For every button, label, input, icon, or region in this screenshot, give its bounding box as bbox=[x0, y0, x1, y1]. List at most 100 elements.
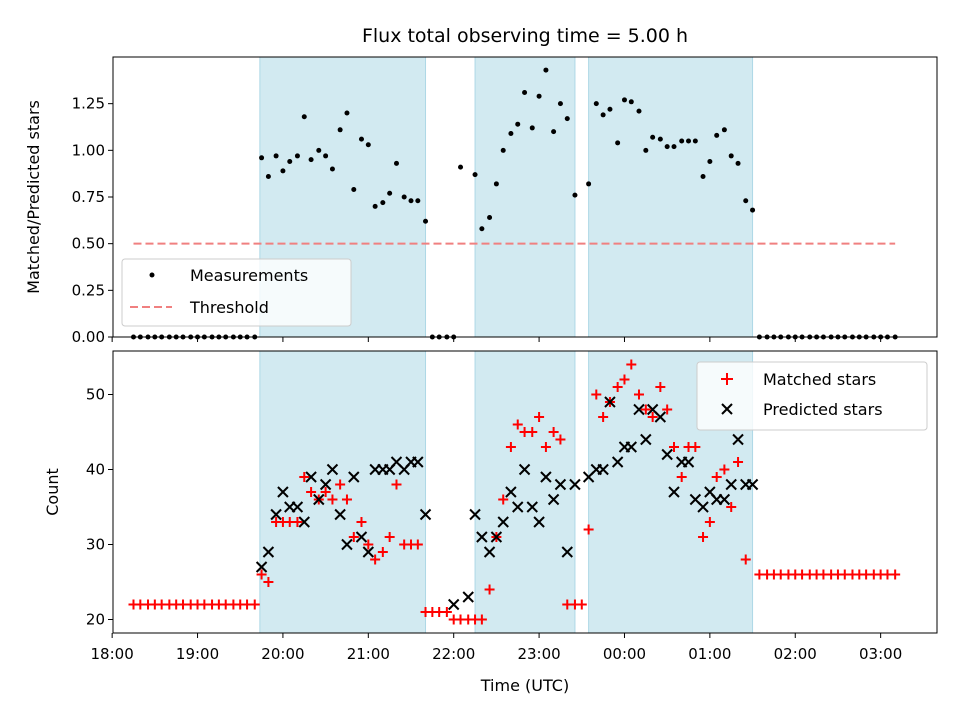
matched-star-point bbox=[711, 472, 722, 482]
matched-star-point bbox=[540, 442, 551, 452]
measurement-point bbox=[564, 116, 570, 122]
measurement-point bbox=[316, 147, 322, 153]
x-tick-label: 03:00 bbox=[859, 645, 902, 663]
bottom-y-axis-label: Count bbox=[43, 468, 62, 516]
matched-star-point bbox=[662, 404, 673, 415]
predicted-star-point bbox=[298, 516, 310, 528]
matched-star-point bbox=[249, 599, 260, 610]
matched-star-point bbox=[441, 607, 452, 617]
predicted-star-point bbox=[697, 501, 709, 513]
matched-star-point bbox=[633, 389, 644, 400]
measurement-point bbox=[487, 215, 493, 221]
measurement-point bbox=[479, 226, 485, 232]
predicted-star-point bbox=[319, 478, 332, 491]
predicted-star-point bbox=[348, 471, 360, 483]
matched-star-point bbox=[391, 479, 402, 490]
measurement-point bbox=[543, 67, 549, 73]
matched-star-point bbox=[498, 494, 509, 505]
matched-star-point bbox=[698, 532, 709, 542]
measurement-point bbox=[714, 132, 720, 138]
y-tick-label: 0.75 bbox=[72, 188, 105, 206]
top-x-ticks bbox=[111, 337, 882, 342]
measurement-point bbox=[621, 97, 627, 103]
matched-star-point bbox=[704, 517, 715, 527]
predicted-star-point bbox=[633, 403, 645, 416]
predicted-star-point bbox=[732, 433, 744, 446]
x-tick-label: 02:00 bbox=[774, 645, 817, 663]
y-tick-label: 0.00 bbox=[72, 328, 105, 346]
y-tick-label: 1.00 bbox=[72, 141, 105, 159]
predicted-star-point bbox=[604, 396, 616, 408]
matched-star-point bbox=[341, 494, 352, 505]
y-tick-label: 30 bbox=[86, 536, 105, 554]
predicted-star-point bbox=[305, 471, 317, 483]
measurement-point bbox=[686, 138, 692, 144]
matched-star-point bbox=[299, 472, 310, 482]
matched-star-point bbox=[548, 427, 559, 437]
measurement-point bbox=[607, 106, 613, 112]
matched-star-point bbox=[534, 412, 545, 422]
matched-star-point bbox=[327, 494, 338, 505]
bottom-shaded-bands bbox=[259, 350, 754, 634]
y-tick-label: 20 bbox=[86, 611, 105, 629]
matched-star-point bbox=[576, 599, 587, 610]
matched-star-point bbox=[598, 412, 609, 422]
predicted-star-point bbox=[412, 456, 424, 468]
shaded-interval-3 bbox=[588, 56, 754, 338]
measurement-point bbox=[692, 138, 698, 144]
bottom-plot-frame bbox=[112, 350, 938, 634]
predicted-star-point bbox=[483, 546, 496, 558]
measurement-point bbox=[529, 125, 535, 131]
measurement-point bbox=[294, 153, 300, 159]
measurement-point bbox=[707, 159, 713, 165]
bottom-x-axis-label: Time (UTC) bbox=[480, 676, 569, 695]
predicted-star-point bbox=[540, 471, 552, 483]
matched-star-point bbox=[263, 577, 274, 587]
measurement-point bbox=[380, 200, 386, 206]
matched-star-point bbox=[626, 359, 637, 370]
predicted-star-point bbox=[505, 486, 517, 498]
matched-star-point bbox=[256, 569, 267, 580]
measurement-point bbox=[615, 140, 621, 146]
measurement-point bbox=[372, 203, 378, 209]
measurement-point bbox=[600, 112, 606, 118]
matched-stars-layer bbox=[128, 359, 901, 625]
y-tick-label: 50 bbox=[86, 386, 105, 404]
measurement-point bbox=[280, 168, 286, 174]
measurement-point bbox=[664, 144, 670, 150]
measurement-point bbox=[259, 155, 265, 161]
x-tick-label: 20:00 bbox=[261, 645, 304, 663]
matched-star-point bbox=[583, 524, 594, 535]
predicted-stars-layer bbox=[255, 396, 759, 611]
legend-matched-marker bbox=[721, 373, 733, 385]
measurement-point bbox=[408, 198, 414, 204]
predicted-star-point bbox=[490, 531, 503, 543]
matched-star-point bbox=[655, 382, 666, 392]
matched-star-point bbox=[690, 442, 701, 452]
matched-star-point bbox=[726, 502, 737, 512]
matched-star-point bbox=[591, 389, 602, 400]
x-tick-label: 00:00 bbox=[603, 645, 646, 663]
matched-star-point bbox=[363, 539, 374, 550]
legend-predicted-label: Predicted stars bbox=[763, 400, 883, 419]
legend-measurements-marker bbox=[149, 272, 155, 278]
measurement-point bbox=[415, 198, 421, 204]
matched-star-point bbox=[348, 532, 359, 542]
measurement-point bbox=[273, 153, 279, 159]
legend-predicted-marker bbox=[721, 403, 733, 415]
measurement-point bbox=[721, 127, 727, 133]
top-points-layer bbox=[130, 67, 898, 340]
matched-star-point bbox=[719, 464, 730, 475]
shaded-interval-2 bbox=[474, 56, 576, 338]
measurement-point bbox=[323, 153, 329, 159]
shaded-interval-2 bbox=[474, 350, 576, 634]
predicted-star-point bbox=[277, 486, 289, 498]
matched-star-point bbox=[292, 517, 303, 527]
predicted-star-point bbox=[746, 478, 759, 491]
measurement-point bbox=[401, 194, 407, 200]
measurement-point bbox=[671, 144, 677, 150]
bottom-panel: 20 30 40 50 18:00 19:00 20:00 21:00 22:00 23:00 0… bbox=[43, 350, 938, 695]
matched-star-point bbox=[412, 539, 423, 550]
predicted-star-point bbox=[512, 501, 524, 513]
x-tick-label: 01:00 bbox=[688, 645, 731, 663]
